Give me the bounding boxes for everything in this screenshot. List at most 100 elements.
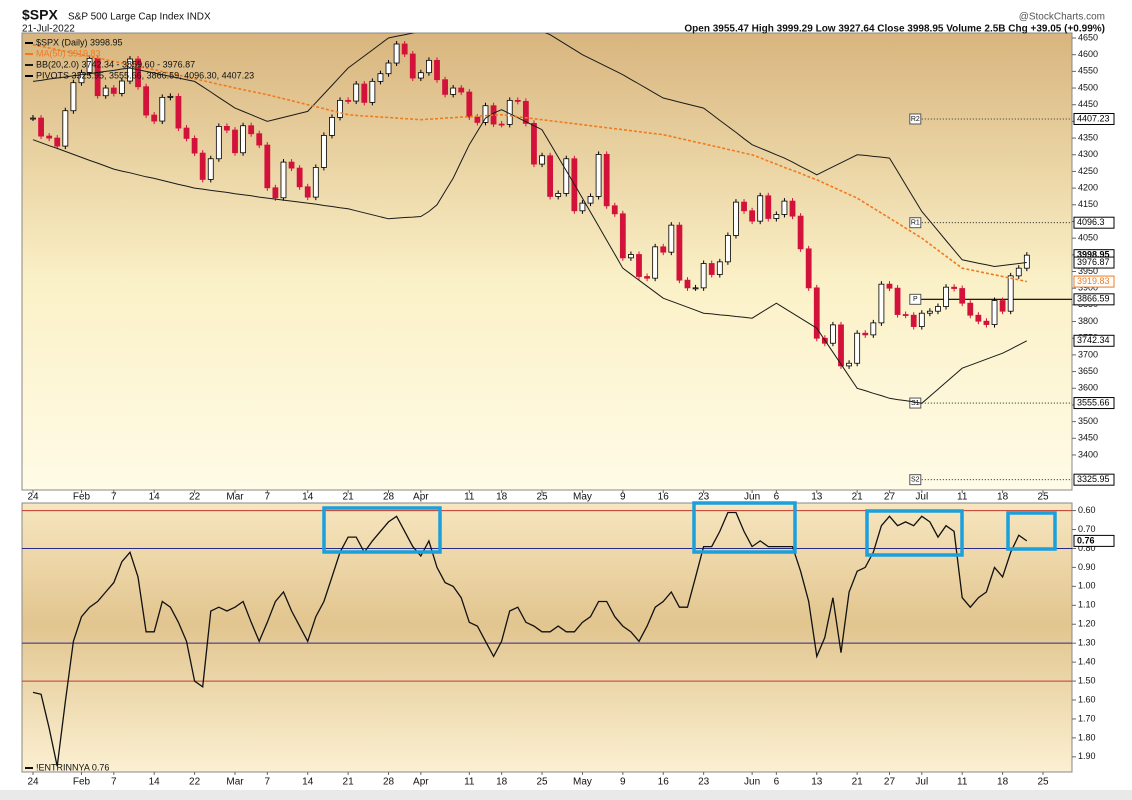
x-tick-label: 18: [496, 777, 508, 788]
pivot-tag: S1: [911, 400, 920, 407]
x-tick-label: 14: [302, 777, 314, 788]
candle: [870, 322, 877, 336]
bb-lower: [32, 109, 1028, 404]
candle: [377, 73, 384, 82]
candle: [256, 133, 263, 146]
candle: [240, 125, 246, 154]
last-bb-upper-box: [1073, 256, 1115, 269]
x-tick-label: May: [573, 492, 592, 503]
candle: [143, 86, 150, 116]
x-tick-label: Jun: [744, 492, 760, 503]
y-tick-label: 0.80: [1078, 543, 1096, 553]
candle: [167, 95, 174, 98]
y-tick-label: 4450: [1078, 99, 1098, 109]
x-tick-label: 25: [1037, 777, 1049, 788]
x-tick-label: May: [573, 777, 592, 788]
candle: [151, 114, 158, 122]
x-tick-label: Mar: [226, 492, 244, 503]
y-tick-label: 3450: [1078, 433, 1098, 443]
candle: [619, 213, 626, 259]
y-tick-label: 4650: [1078, 32, 1098, 42]
candle: [951, 286, 958, 289]
x-tick-label: 21: [343, 492, 355, 503]
x-tick-label: 11: [957, 777, 968, 788]
last-close: 3998.95: [1077, 250, 1110, 260]
legend-label: PIVOTS 3325.95, 3555.66, 3866.59, 4096.3…: [36, 70, 254, 80]
x-tick-label: 18: [496, 492, 508, 503]
y-tick-label: 1.40: [1078, 657, 1096, 667]
candle: [781, 200, 788, 215]
candle: [773, 214, 780, 219]
y-tick-label: 1.70: [1078, 713, 1096, 723]
candle: [353, 83, 360, 102]
y-tick-label: 1.90: [1078, 751, 1096, 761]
candle: [426, 59, 432, 74]
candle: [514, 99, 521, 102]
candle: [127, 58, 133, 82]
x-tick-label: 9: [620, 492, 626, 503]
candle: [312, 167, 319, 198]
x-tick-label: 25: [1037, 492, 1049, 503]
candle: [531, 122, 537, 165]
candle: [999, 300, 1006, 312]
candle: [183, 127, 190, 139]
candle: [991, 300, 998, 325]
candle: [110, 87, 117, 94]
candle: [296, 167, 303, 188]
candle: [30, 117, 36, 120]
candle: [466, 91, 473, 118]
candle: [587, 196, 594, 204]
candle: [1007, 275, 1014, 312]
toolbar: [0, 790, 1132, 800]
date: 21-Jul-2022: [22, 24, 75, 35]
x-tick-label: 14: [149, 492, 161, 503]
candle: [272, 187, 279, 199]
y-tick-label: 4200: [1078, 182, 1098, 192]
candle: [862, 332, 869, 336]
candle: [846, 362, 852, 367]
candle: [716, 261, 723, 275]
x-tick-label: 13: [811, 777, 823, 788]
candle: [805, 248, 812, 289]
candle: [320, 135, 327, 168]
candle: [369, 80, 376, 103]
candle: [434, 59, 440, 81]
y-tick-label: 0.60: [1078, 505, 1096, 515]
candle: [910, 314, 917, 327]
legend-label: MA(50) 3919.83: [36, 48, 101, 58]
candle: [385, 62, 392, 75]
candle: [975, 314, 982, 322]
pivot-value: 3325.95: [1077, 474, 1110, 484]
x-tick-label: Apr: [413, 492, 429, 503]
x-tick-label: Feb: [73, 777, 91, 788]
candle: [264, 144, 271, 189]
candle: [345, 99, 352, 102]
pivot-tag-box: [909, 474, 922, 486]
candle: [78, 72, 85, 84]
x-tick-label: 24: [27, 492, 39, 503]
highlight-box: [865, 509, 964, 557]
pivot-value: 4407.23: [1077, 113, 1110, 123]
y-tick-label: 3500: [1078, 416, 1098, 426]
candle: [579, 202, 586, 212]
x-tick-label: Apr: [413, 777, 429, 788]
candle: [409, 53, 416, 79]
pivot-tag-box: [909, 113, 922, 125]
plot-area: [30, 41, 1072, 481]
y-tick-label: 1.00: [1078, 581, 1096, 591]
candle: [838, 324, 844, 367]
last-ma: 3919.83: [1077, 276, 1110, 286]
candle: [724, 235, 731, 263]
last-value-box: [1073, 534, 1115, 547]
pivot-tag: R2: [911, 116, 920, 123]
candle: [676, 224, 683, 281]
candle: [636, 254, 642, 277]
candle: [361, 83, 368, 103]
pivot-tag: P: [913, 296, 918, 303]
index-name: S&P 500 Large Cap Index INDX: [68, 12, 211, 23]
x-tick-label: 14: [149, 777, 161, 788]
last-bb-lower: 3742.34: [1077, 335, 1110, 345]
x-tick-label: 9: [620, 777, 626, 788]
candle: [450, 87, 457, 95]
candle: [563, 158, 570, 194]
